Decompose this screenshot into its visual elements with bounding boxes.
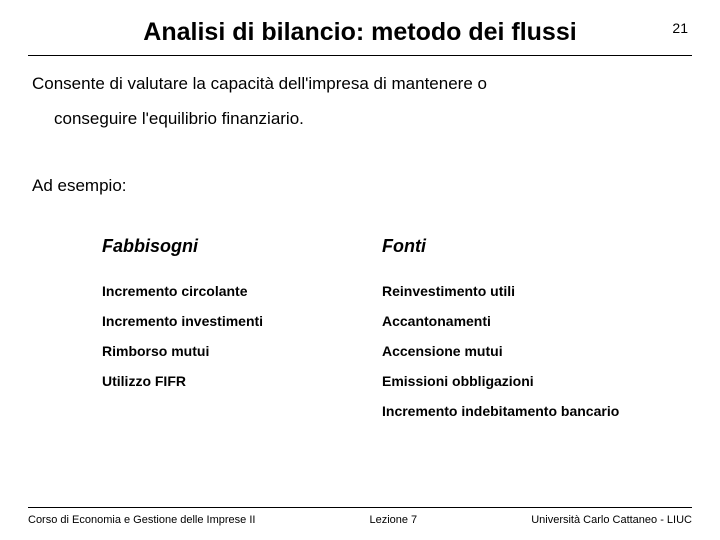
- divider-bottom: [28, 507, 692, 508]
- list-item: Utilizzo FIFR: [102, 373, 382, 389]
- body: Consente di valutare la capacità dell'im…: [28, 56, 692, 433]
- list-item: Emissioni obbligazioni: [382, 373, 662, 389]
- list-item: Incremento indebitamento bancario: [382, 403, 662, 419]
- list-item: Accantonamenti: [382, 313, 662, 329]
- footer: Corso di Economia e Gestione delle Impre…: [28, 507, 692, 526]
- list-item: Incremento investimenti: [102, 313, 382, 329]
- footer-left: Corso di Economia e Gestione delle Impre…: [28, 514, 255, 526]
- list-item: Rimborso mutui: [102, 343, 382, 359]
- column-left: Fabbisogni Incremento circolante Increme…: [102, 236, 382, 433]
- intro-line-1: Consente di valutare la capacità dell'im…: [32, 70, 688, 97]
- column-left-header: Fabbisogni: [102, 236, 382, 257]
- slide-container: Analisi di bilancio: metodo dei flussi 2…: [0, 0, 720, 540]
- footer-row: Corso di Economia e Gestione delle Impre…: [28, 514, 692, 526]
- list-item: Incremento circolante: [102, 283, 382, 299]
- footer-right: Università Carlo Cattaneo - LIUC: [531, 514, 692, 526]
- columns-wrap: Fabbisogni Incremento circolante Increme…: [32, 236, 688, 433]
- slide-title: Analisi di bilancio: metodo dei flussi: [32, 18, 648, 47]
- columns: Fabbisogni Incremento circolante Increme…: [102, 236, 688, 433]
- column-right: Fonti Reinvestimento utili Accantonament…: [382, 236, 662, 433]
- list-item: Reinvestimento utili: [382, 283, 662, 299]
- footer-center: Lezione 7: [369, 514, 417, 526]
- page-number: 21: [648, 18, 688, 36]
- header-row: Analisi di bilancio: metodo dei flussi 2…: [28, 18, 692, 47]
- column-right-header: Fonti: [382, 236, 662, 257]
- example-label: Ad esempio:: [32, 176, 688, 196]
- list-item: Accensione mutui: [382, 343, 662, 359]
- intro-line-2: conseguire l'equilibrio finanziario.: [32, 105, 688, 132]
